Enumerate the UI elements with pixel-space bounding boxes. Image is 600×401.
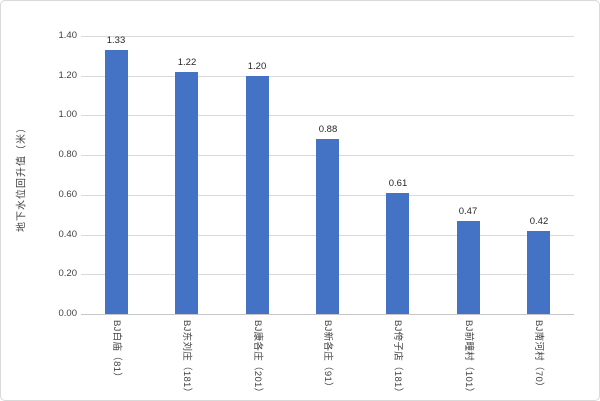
y-tick-label: 0.40: [58, 229, 78, 240]
bar: [316, 139, 339, 314]
y-tick-label: 1.40: [58, 30, 78, 41]
gridline: [81, 76, 574, 77]
x-axis-line: [81, 314, 574, 315]
y-tick-label: 0.80: [58, 149, 78, 160]
x-category-label: BJ新各庄（91）: [322, 320, 333, 392]
bar-value-label: 1.22: [177, 57, 197, 68]
bar-value-label: 0.88: [318, 124, 338, 135]
y-tick-label: 0.60: [58, 189, 78, 200]
bar: [175, 72, 198, 314]
bar: [527, 231, 550, 314]
bar-value-label: 0.61: [388, 178, 408, 189]
y-tick-label: 0.20: [58, 268, 78, 279]
x-category-label: BJ前疃村（101）: [463, 320, 474, 398]
bar: [246, 76, 269, 314]
x-category-label: BJ白庙（81）: [111, 320, 122, 383]
y-tick-label: 1.00: [58, 109, 78, 120]
bar-value-label: 1.20: [247, 61, 267, 72]
bar-value-label: 1.33: [106, 35, 126, 46]
gridline: [81, 36, 574, 37]
x-category-label: BJ东刘庄（181）: [181, 320, 192, 398]
x-category-label: BJ南河村（70）: [533, 320, 544, 392]
bar: [105, 50, 128, 314]
bar-value-label: 0.47: [458, 206, 478, 217]
x-category-label: BJ侉子店（181）: [392, 320, 403, 398]
bar: [386, 193, 409, 314]
x-category-label: BJ康各庄（201）: [252, 320, 263, 398]
bar: [457, 221, 480, 314]
y-tick-label: 0.00: [58, 308, 78, 319]
gridline: [81, 115, 574, 116]
bar-value-label: 0.42: [529, 216, 549, 227]
y-tick-label: 1.20: [58, 70, 78, 81]
